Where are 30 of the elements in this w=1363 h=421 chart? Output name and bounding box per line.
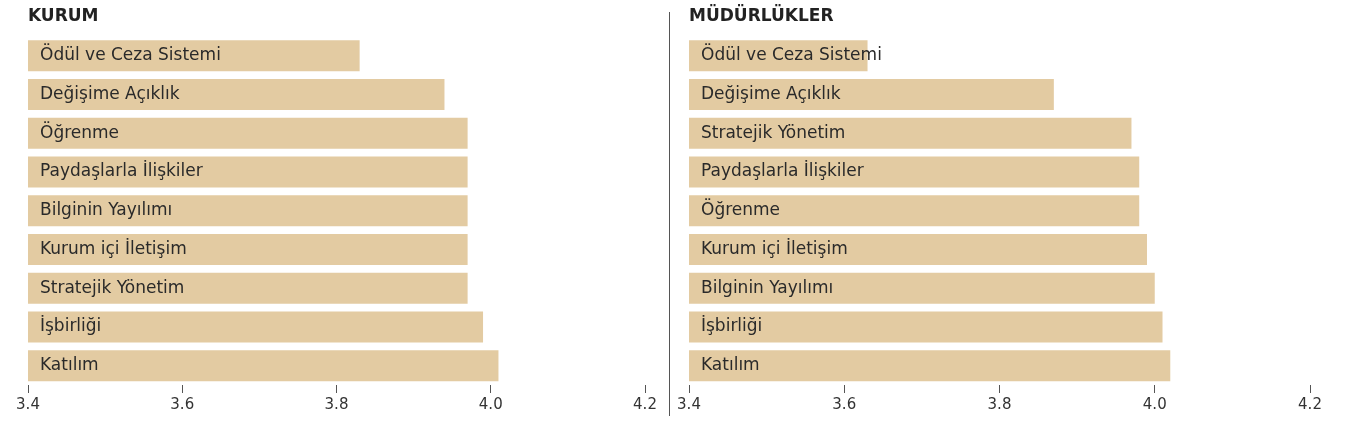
y-tick-label: Katılım — [40, 354, 99, 375]
y-tick-label: Ödül ve Ceza Sistemi — [40, 43, 221, 65]
y-tick-label: Kurum içi İletişim — [701, 237, 848, 258]
x-tick-label: 4.0 — [478, 394, 503, 413]
chart-title: MÜDÜRLÜKLER — [689, 3, 834, 25]
y-tick-label: Değişime Açıklık — [40, 82, 180, 103]
y-tick-label: İşbirliği — [40, 315, 102, 336]
y-tick-label: Katılım — [701, 354, 760, 375]
y-tick-label: Paydaşlarla İlişkiler — [40, 160, 203, 181]
y-tick-label: Stratejik Yönetim — [701, 121, 846, 142]
x-tick-label: 3.4 — [677, 394, 701, 413]
y-tick-label: Öğrenme — [701, 198, 781, 220]
chart-title: KURUM — [28, 4, 99, 25]
y-tick-label: İşbirliği — [701, 315, 763, 336]
x-tick-label: 3.6 — [832, 394, 857, 413]
x-tick-label: 4.2 — [1298, 394, 1322, 413]
y-tick-label: Bilginin Yayılımı — [40, 199, 173, 220]
x-tick-label: 3.4 — [16, 394, 40, 413]
x-tick-label: 3.8 — [987, 394, 1012, 413]
x-tick-label: 3.8 — [324, 394, 349, 413]
x-tick-label: 4.0 — [1142, 394, 1167, 413]
y-tick-label: Değişime Açıklık — [701, 82, 841, 103]
y-tick-label: Stratejik Yönetim — [40, 276, 185, 297]
x-tick-label: 3.6 — [170, 394, 195, 413]
y-tick-label: Kurum içi İletişim — [40, 237, 187, 258]
y-tick-label: Ödül ve Ceza Sistemi — [701, 43, 882, 65]
y-tick-label: Bilginin Yayılımı — [701, 276, 834, 297]
y-tick-label: Öğrenme — [40, 120, 120, 142]
y-tick-label: Paydaşlarla İlişkiler — [701, 160, 864, 181]
x-tick-label: 4.2 — [633, 394, 657, 413]
